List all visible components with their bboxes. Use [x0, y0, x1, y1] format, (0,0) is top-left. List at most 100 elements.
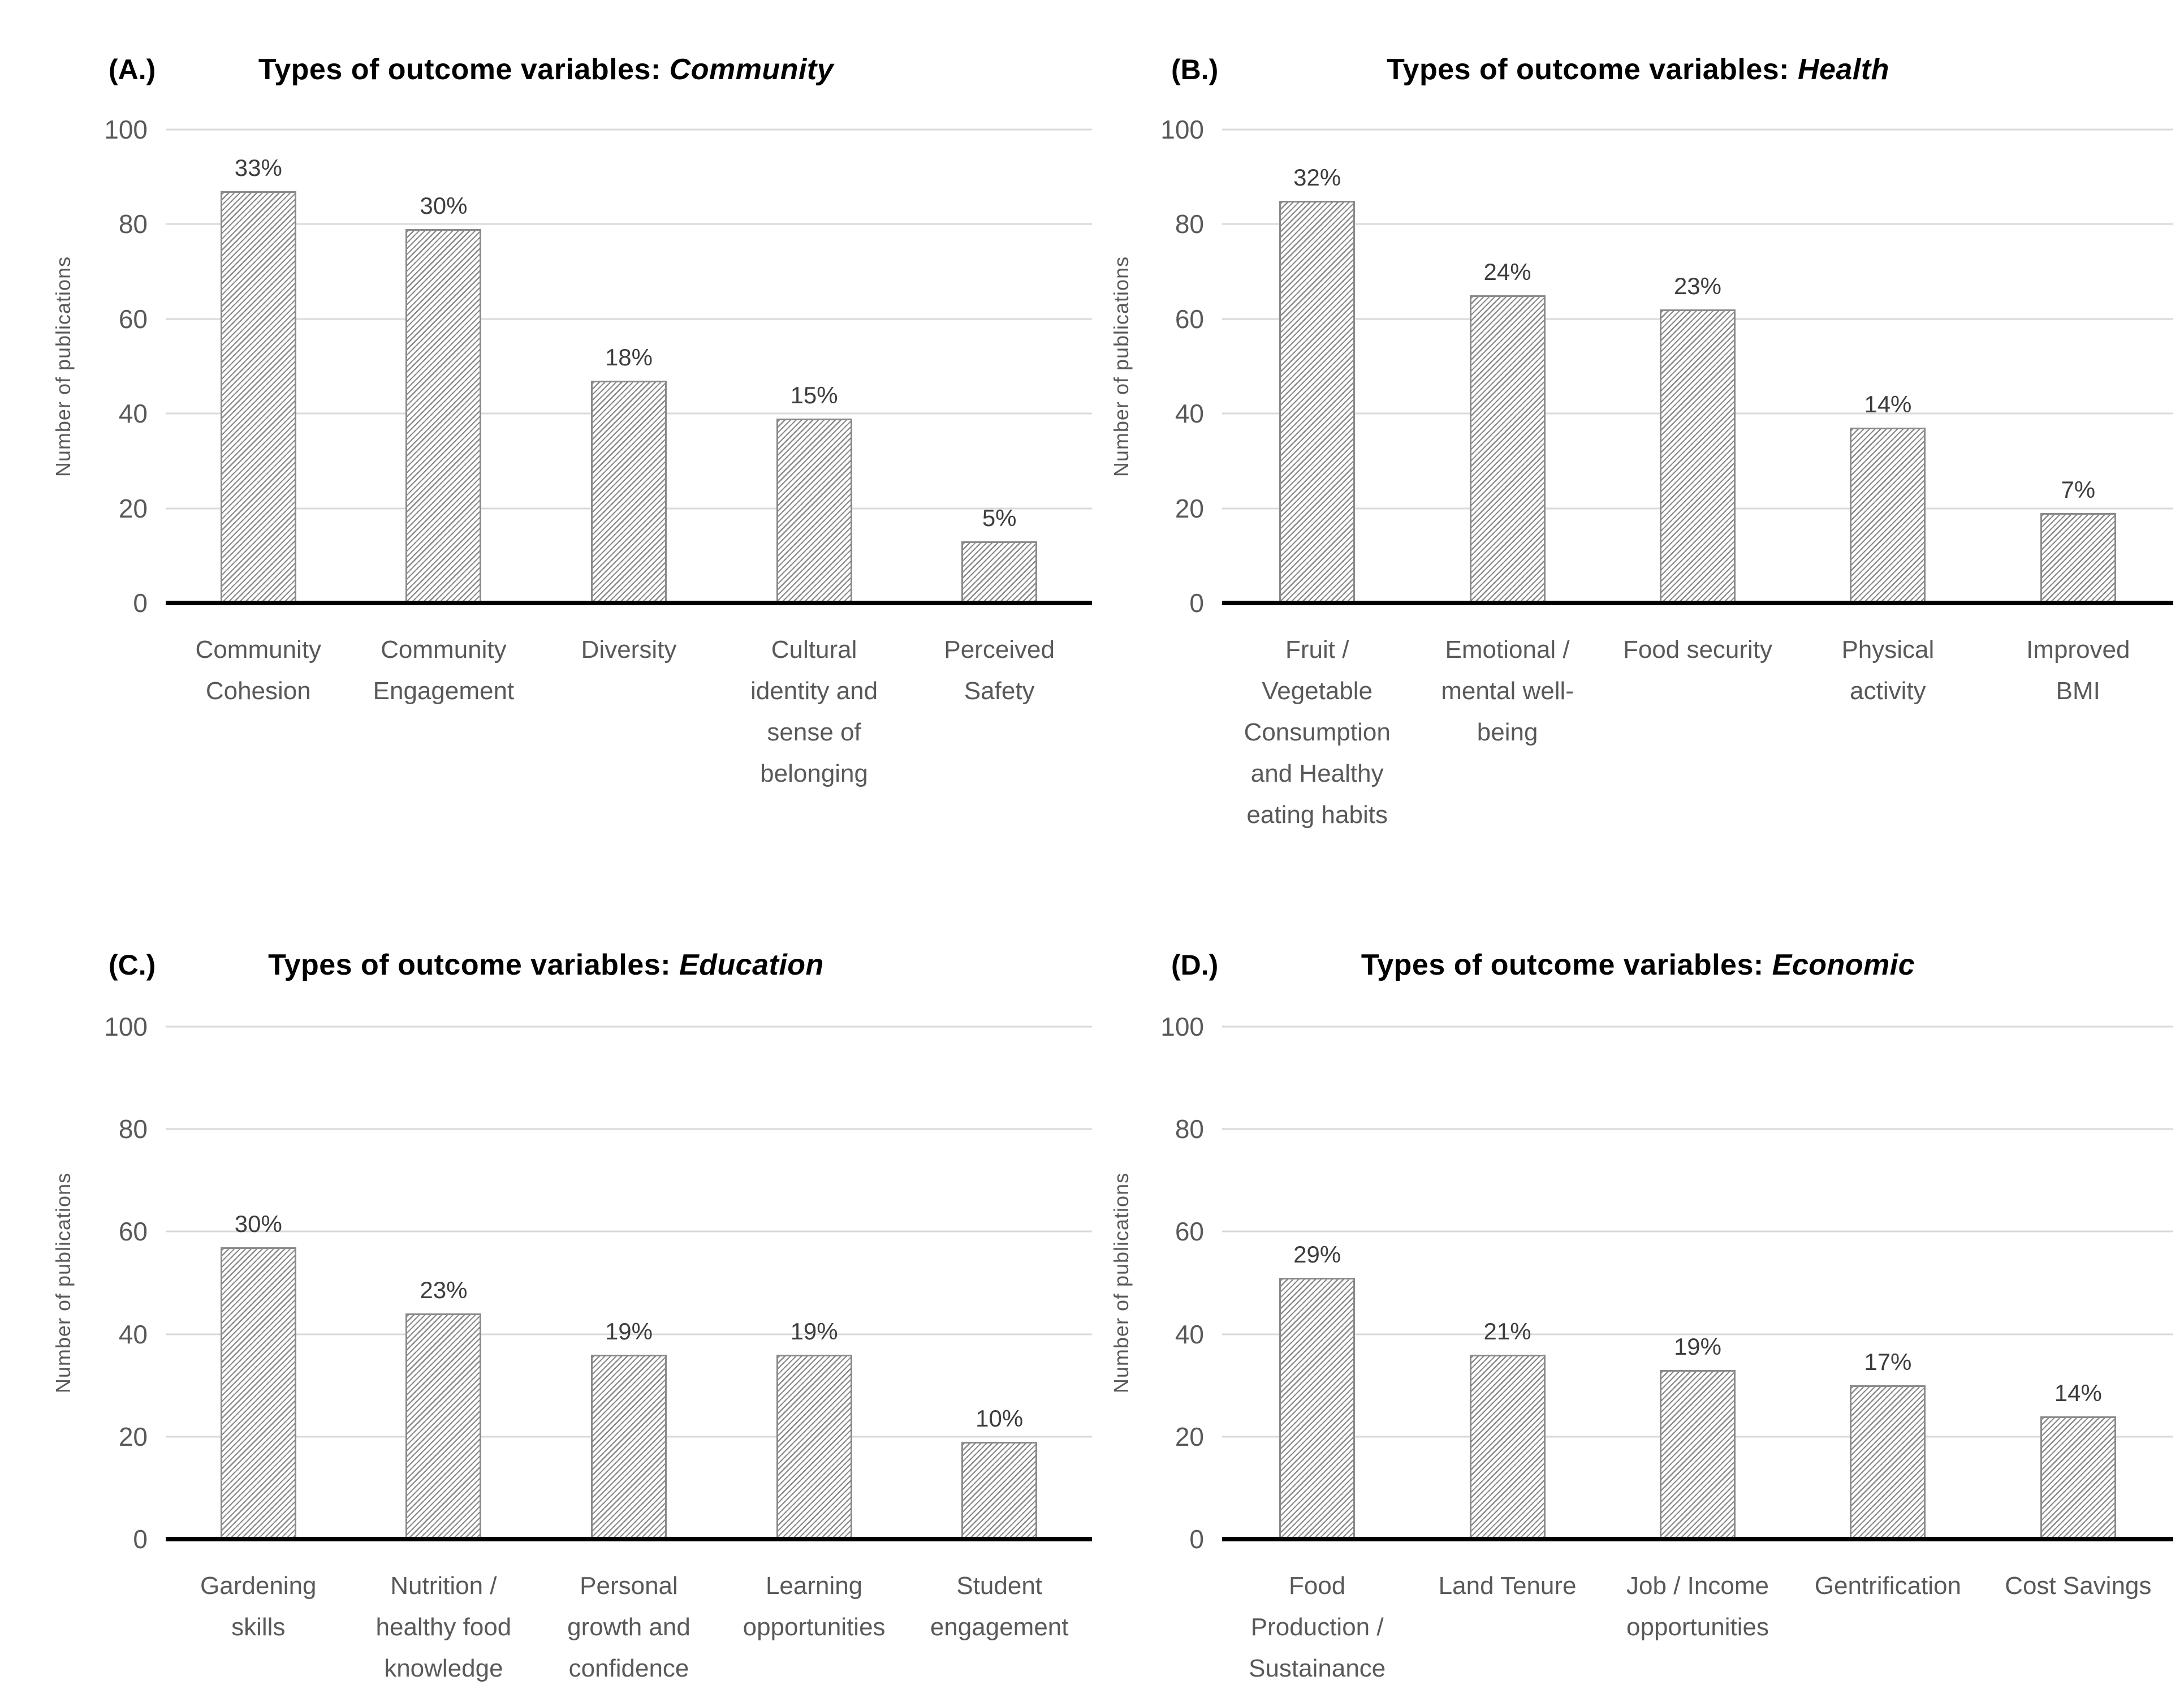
- bar-1: [1279, 200, 1356, 603]
- bar-1: [220, 191, 296, 603]
- y-axis-tick-0: 0: [1189, 588, 1204, 618]
- bar-value-label: 14%: [2054, 1379, 2102, 1406]
- y-axis-title: Number of publications: [1110, 256, 1133, 477]
- gridline-80: [166, 1128, 1092, 1130]
- panel-tag-c: (C.): [109, 949, 156, 981]
- gridline-40: [1222, 1333, 2173, 1335]
- bar-slot: 5% Perceived Safety: [907, 130, 1092, 705]
- y-axis-tick-0: 0: [133, 588, 148, 618]
- panel-title-community: Types of outcome variables: Community: [0, 52, 1092, 87]
- bar-value-label: 7%: [2061, 476, 2096, 503]
- bar-slot: 30% Community Engagement: [351, 130, 537, 705]
- y-axis-tick-80: 80: [1175, 209, 1204, 239]
- bar-slot: 24% Emotional / mental well- being: [1412, 130, 1602, 746]
- bar-slot: 33% Community Cohesion: [166, 130, 351, 705]
- x-category-label: Cultural identity and sense of belonging: [750, 636, 878, 787]
- y-axis-tick-20: 20: [118, 1421, 148, 1451]
- y-axis-tick-20: 20: [1175, 1421, 1204, 1451]
- bar-5: [961, 1441, 1038, 1539]
- bar-value-label: 21%: [1483, 1317, 1531, 1345]
- y-axis-tick-60: 60: [1175, 1217, 1204, 1247]
- y-axis-tick-40: 40: [1175, 399, 1204, 429]
- y-axis-title: Number of publications: [51, 256, 75, 477]
- bar-slot: 14% Cost Savings: [1983, 1027, 2173, 1600]
- panel-tag-d: (D.): [1171, 949, 1219, 981]
- bar-value-label: 30%: [420, 192, 468, 219]
- y-axis-tick-60: 60: [1175, 304, 1204, 334]
- bar-4: [776, 1354, 852, 1539]
- bar-2: [1469, 1354, 1546, 1539]
- bar-value-label: 24%: [1483, 258, 1531, 285]
- y-axis-tick-60: 60: [118, 1217, 148, 1247]
- y-axis-tick-0: 0: [1189, 1524, 1204, 1554]
- bar-2: [1469, 295, 1546, 603]
- y-axis-tick-100: 100: [104, 1012, 148, 1041]
- bar-slot: 10% Student engagement: [907, 1027, 1092, 1641]
- panel-community: (A.) Types of outcome variables: Communi…: [0, 0, 1092, 844]
- panel-title-prefix: Types of outcome variables:: [258, 53, 661, 86]
- panel-title-prefix: Types of outcome variables:: [1387, 53, 1789, 86]
- panel-tag-a: (A.): [109, 54, 156, 85]
- bar-slot: 30% Gardening skills: [166, 1027, 351, 1641]
- panel-title-economic: Types of outcome variables: Economic: [1092, 947, 2184, 983]
- panel-health: (B.) Types of outcome variables: Health …: [1092, 0, 2184, 844]
- panel-title-category: Health: [1797, 53, 1889, 86]
- x-category-label: Food security: [1622, 636, 1773, 663]
- x-category-label: Personal growth and confidence: [567, 1572, 690, 1682]
- plot-area-health: 0 20 40 60 80 100 32% Fruit / Vegetable Consump…: [1160, 117, 2173, 829]
- bar-4: [1850, 428, 1926, 603]
- x-category-label: Food Production / Sustainance: [1249, 1572, 1386, 1682]
- y-axis-title: Number of publications: [1110, 1172, 1133, 1394]
- x-category-label: Community Cohesion: [195, 636, 322, 705]
- x-category-label: Community Engagement: [373, 636, 515, 705]
- gridline-40: [166, 1333, 1092, 1335]
- y-axis-tick-60: 60: [118, 304, 148, 334]
- gridline-60: [166, 318, 1092, 320]
- x-category-label: Gentrification: [1814, 1572, 1961, 1600]
- y-axis-title: Number of publications: [51, 1172, 75, 1394]
- x-axis-line: [166, 1537, 1092, 1541]
- bar-value-label: 29%: [1293, 1240, 1341, 1268]
- gridline-80: [1222, 1128, 2173, 1130]
- panel-economic: (D.) Types of outcome variables: Economi…: [1092, 844, 2184, 1688]
- panel-title-category: Education: [679, 949, 824, 981]
- bar-5: [2040, 512, 2116, 603]
- gridline-80: [166, 223, 1092, 225]
- bar-slot: 29% Food Production / Sustainance: [1222, 1027, 1412, 1682]
- gridline-80: [1222, 223, 2173, 225]
- x-axis-line: [1222, 1537, 2173, 1541]
- x-axis-line: [166, 601, 1092, 605]
- plot-area-economic: 0 20 40 60 80 100 29% Food Production / Sustain…: [1160, 1014, 2173, 1682]
- bar-slot: 18% Diversity: [536, 130, 722, 663]
- panel-title-health: Types of outcome variables: Health: [1092, 52, 2184, 87]
- bar-4: [776, 418, 852, 603]
- bar-value-label: 17%: [1864, 1348, 1912, 1376]
- bar-slot: 7% Improved BMI: [1983, 130, 2173, 705]
- x-category-label: Gardening skills: [200, 1572, 317, 1641]
- gridline-60: [1222, 1230, 2173, 1233]
- bar-slot: 19% Learning opportunities: [722, 1027, 907, 1641]
- x-category-label: Learning opportunities: [743, 1572, 886, 1641]
- y-axis-tick-20: 20: [1175, 493, 1204, 523]
- bar-5: [2040, 1416, 2116, 1539]
- gridline-100: [166, 128, 1092, 131]
- bar-3: [590, 380, 667, 603]
- bar-3: [1659, 309, 1736, 603]
- bar-slot: 19% Job / Income opportunities: [1603, 1027, 1793, 1641]
- x-category-label: Nutrition / healthy food knowledge: [375, 1572, 512, 1682]
- bar-3: [1659, 1370, 1736, 1539]
- x-category-label: Improved BMI: [2026, 636, 2130, 705]
- panel-title-prefix: Types of outcome variables:: [1361, 949, 1764, 981]
- x-category-label: Student engagement: [930, 1572, 1069, 1641]
- x-category-label: Diversity: [581, 636, 677, 663]
- x-category-label: Physical activity: [1841, 636, 1935, 705]
- bar-slot: 15% Cultural identity and sense of belong…: [722, 130, 907, 787]
- gridline-100: [166, 1026, 1092, 1028]
- bar-5: [961, 541, 1038, 603]
- plot-area-community: 0 20 40 60 80 100 33% Community Cohesion 30% Comm…: [104, 117, 1092, 787]
- y-axis-tick-80: 80: [1175, 1114, 1204, 1144]
- bar-2: [405, 1313, 482, 1539]
- x-category-label: Fruit / Vegetable Consumption and Health…: [1244, 636, 1391, 829]
- bar-slot: 23% Nutrition / healthy food knowledge: [351, 1027, 537, 1682]
- gridline-100: [1222, 1026, 2173, 1028]
